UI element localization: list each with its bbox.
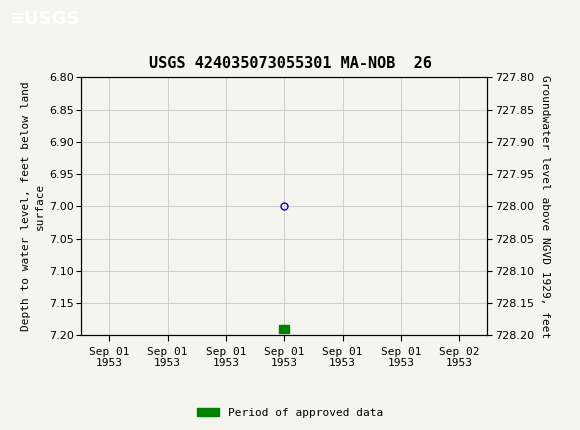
- Y-axis label: Groundwater level above NGVD 1929, feet: Groundwater level above NGVD 1929, feet: [539, 75, 549, 338]
- Text: ≡USGS: ≡USGS: [9, 10, 79, 28]
- Legend: Period of approved data: Period of approved data: [193, 403, 387, 422]
- Bar: [280, 325, 289, 333]
- Y-axis label: Depth to water level, feet below land
surface: Depth to water level, feet below land su…: [21, 82, 45, 331]
- Text: USGS 424035073055301 MA-NOB  26: USGS 424035073055301 MA-NOB 26: [148, 56, 432, 71]
